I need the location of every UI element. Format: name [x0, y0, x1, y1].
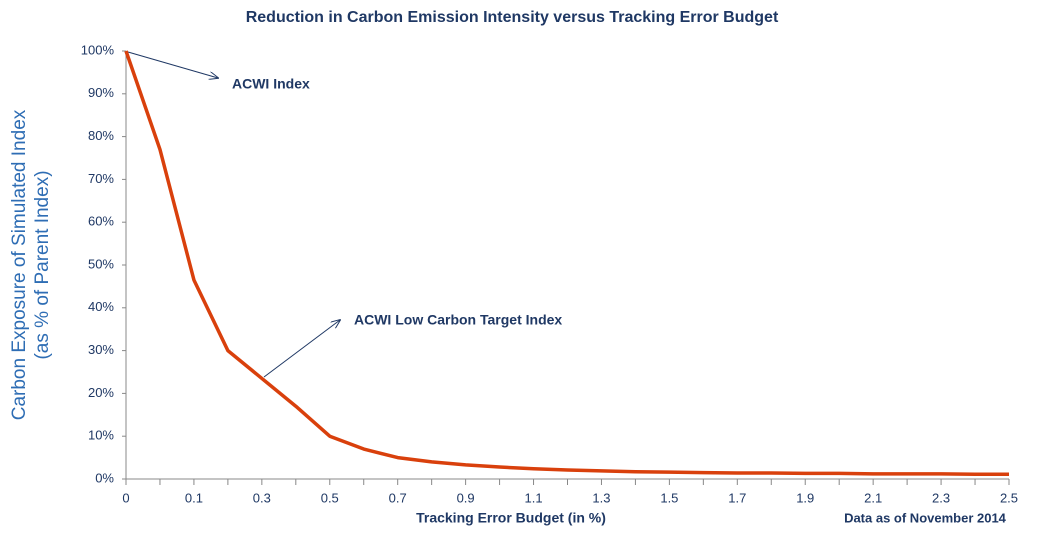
x-tick-label: 1.1 [524, 490, 542, 505]
y-tick-label: 70% [88, 171, 114, 186]
y-tick-label: 90% [88, 85, 114, 100]
x-tick-label: 1.3 [592, 490, 610, 505]
x-tick-label: 0.3 [253, 490, 271, 505]
annotation-arrow [127, 51, 218, 78]
y-tick-label: 100% [81, 42, 115, 57]
x-tick-label: 0.7 [389, 490, 407, 505]
y-tick-label: 60% [88, 214, 114, 229]
data-line [124, 50, 1009, 477]
x-tick-label: 1.5 [660, 490, 678, 505]
x-tick-label: 2.5 [1000, 490, 1018, 505]
x-tick-label: 2.3 [932, 490, 950, 505]
x-tick-label: 0 [122, 490, 129, 505]
y-axis-title: (as % of Parent Index) [32, 170, 53, 359]
x-tick-label: 0.5 [321, 490, 339, 505]
x-tick-label: 2.1 [864, 490, 882, 505]
annotation: ACWI Low Carbon Target Index [354, 312, 562, 328]
annotation: ACWI Index [232, 76, 310, 92]
x-axis-title: Tracking Error Budget (in %) [416, 510, 606, 526]
x-tick-label: 1.9 [796, 490, 814, 505]
y-tick-label: 30% [88, 342, 114, 357]
x-tick-label: 0.9 [457, 490, 475, 505]
y-tick-label: 40% [88, 299, 114, 314]
y-tick-label: 80% [88, 128, 114, 143]
chart-title: Reduction in Carbon Emission Intensity v… [246, 9, 779, 26]
x-tick-label: 0.1 [185, 490, 203, 505]
y-tick-label: 20% [88, 385, 114, 400]
y-tick-label: 50% [88, 256, 114, 271]
y-axis-title: Carbon Exposure of Simulated Index [9, 109, 30, 420]
y-tick-label: 0% [95, 470, 114, 485]
y-tick-label: 10% [88, 428, 114, 443]
footnote: Data as of November 2014 [844, 510, 1007, 525]
x-tick-label: 1.7 [728, 490, 746, 505]
annotation-arrow [263, 320, 340, 378]
